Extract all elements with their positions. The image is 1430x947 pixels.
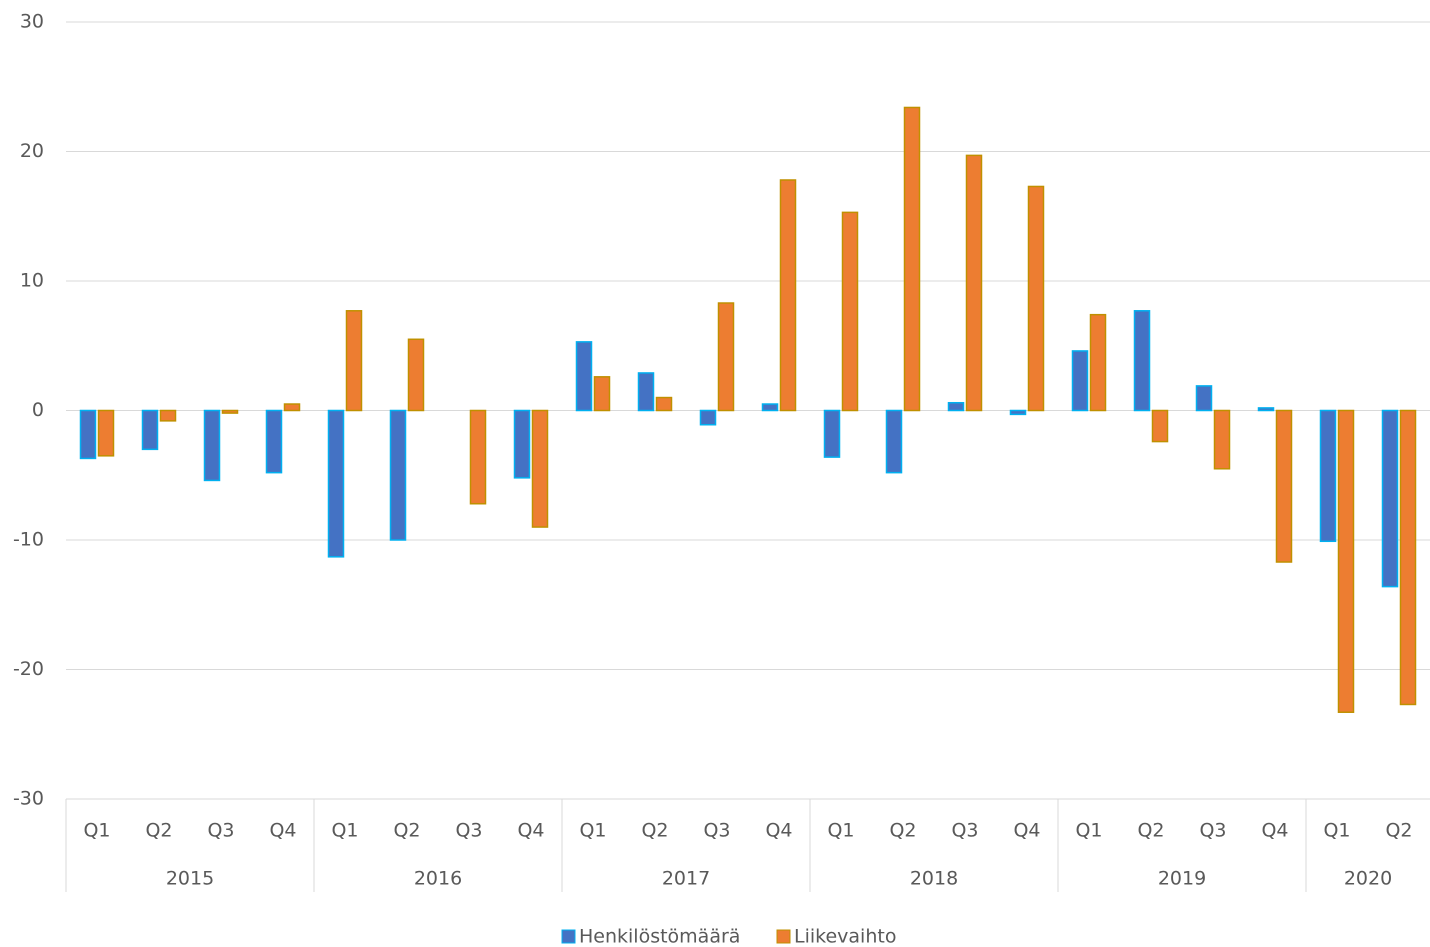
x-tick-label: Q2: [145, 820, 172, 842]
bar: [469, 409, 487, 505]
x-tick-label: Q4: [1261, 820, 1288, 842]
x-tick-label: Q4: [517, 820, 544, 842]
x-tick-label: Q2: [1137, 820, 1164, 842]
bar: [903, 106, 921, 412]
y-tick-label: -30: [13, 788, 44, 810]
bar: [159, 409, 177, 422]
x-group-label: 2019: [1158, 868, 1206, 890]
legend-swatch: [561, 929, 576, 944]
y-tick-label: -10: [13, 529, 44, 551]
bar: [1213, 409, 1231, 470]
x-group-label: 2020: [1344, 868, 1392, 890]
x-tick-label: Q3: [703, 820, 730, 842]
bar: [1381, 409, 1399, 588]
x-tick-label: Q4: [765, 820, 792, 842]
legend-label: Liikevaihto: [794, 926, 896, 947]
bar: [1337, 409, 1355, 713]
bar: [345, 310, 363, 412]
bar: [1071, 350, 1089, 412]
bar: [575, 341, 593, 412]
x-tick-label: Q3: [207, 820, 234, 842]
bar: [203, 409, 221, 482]
x-tick-label: Q2: [393, 820, 420, 842]
bar: [717, 302, 735, 412]
y-tick-label: 10: [20, 270, 44, 292]
bar: [1399, 409, 1417, 706]
x-tick-label: Q2: [889, 820, 916, 842]
x-group-label: 2018: [910, 868, 958, 890]
bar: [79, 409, 97, 460]
bar: [779, 179, 797, 412]
x-tick-label: Q2: [1385, 820, 1412, 842]
bar: [655, 396, 673, 412]
bar: [513, 409, 531, 479]
x-tick-label: Q2: [641, 820, 668, 842]
bar: [885, 409, 903, 474]
legend-swatch: [776, 929, 791, 944]
bar: [947, 401, 965, 412]
x-tick-label: Q1: [579, 820, 606, 842]
bar: [637, 372, 655, 412]
bar: [841, 211, 859, 412]
x-tick-label: Q3: [455, 820, 482, 842]
bar: [327, 409, 345, 558]
bar: [221, 409, 239, 414]
bar: [1133, 310, 1151, 412]
y-tick-label: 20: [20, 140, 44, 162]
x-tick-label: Q4: [269, 820, 296, 842]
bar: [97, 409, 115, 457]
bar: [699, 409, 717, 426]
x-tick-label: Q1: [331, 820, 358, 842]
bar: [761, 403, 779, 412]
x-tick-label: Q1: [1075, 820, 1102, 842]
bar: [1151, 409, 1169, 443]
y-tick-label: 0: [32, 399, 44, 421]
bar: [1089, 313, 1107, 412]
bar: [823, 409, 841, 458]
bar: [1319, 409, 1337, 543]
bar: [593, 376, 611, 412]
bar: [265, 409, 283, 474]
x-tick-label: Q4: [1013, 820, 1040, 842]
bar: [141, 409, 159, 451]
x-tick-label: Q3: [951, 820, 978, 842]
legend-label: Henkilöstömäärä: [579, 926, 740, 947]
bar: [389, 409, 407, 541]
bar: [1275, 409, 1293, 563]
x-group-label: 2015: [166, 868, 214, 890]
bar: [407, 338, 425, 412]
x-group-label: 2016: [414, 868, 462, 890]
x-tick-label: Q1: [827, 820, 854, 842]
bar: [1257, 407, 1275, 412]
x-group-label: 2017: [662, 868, 710, 890]
bar: [1195, 385, 1213, 412]
bar: [531, 409, 549, 528]
x-tick-label: Q1: [83, 820, 110, 842]
bar: [965, 154, 983, 412]
bar: [283, 403, 301, 412]
bar: [1027, 185, 1045, 412]
y-tick-label: -20: [13, 658, 44, 680]
y-tick-label: 30: [20, 11, 44, 33]
x-tick-label: Q3: [1199, 820, 1226, 842]
x-tick-label: Q1: [1323, 820, 1350, 842]
bar: [1009, 409, 1027, 416]
